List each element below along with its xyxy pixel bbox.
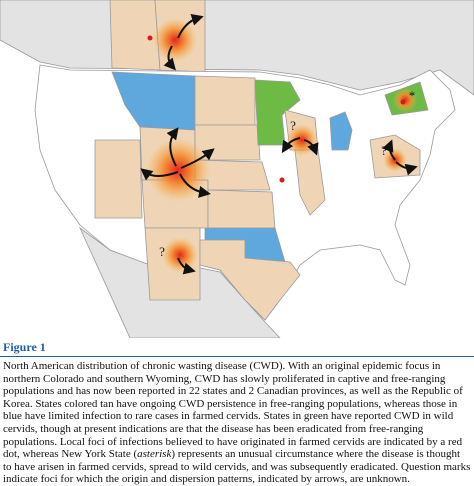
question-mark: ? — [159, 244, 165, 259]
figure-label: Figure 1 — [3, 340, 46, 354]
alberta — [109, 0, 161, 71]
caption-text: ) represents an unusual circumstance whe… — [3, 448, 471, 486]
arrow — [140, 168, 179, 181]
texas — [199, 239, 301, 321]
asterisk: * — [409, 88, 416, 103]
arrow — [382, 139, 396, 161]
arrow — [166, 127, 179, 167]
caption-text: North American distribution of chronic w… — [3, 360, 463, 461]
arrow — [163, 45, 176, 71]
arrow — [177, 14, 204, 39]
arrow — [303, 139, 319, 156]
hot-spot — [153, 18, 197, 62]
red-dot — [279, 177, 285, 183]
arrow — [179, 173, 211, 198]
caption-emphasis: asterisk — [137, 448, 172, 461]
question-mark: ? — [290, 118, 296, 133]
map: ? ? ? * — [0, 0, 474, 338]
utah — [94, 139, 143, 219]
rule — [0, 356, 474, 357]
arrow — [395, 161, 418, 176]
minnesota — [254, 79, 301, 146]
michigan — [329, 111, 353, 151]
arrow — [281, 137, 301, 154]
hot-spot — [393, 88, 417, 112]
red-dot — [147, 35, 153, 41]
hot-spot — [146, 138, 210, 202]
hot-spot — [162, 237, 198, 273]
red-dot — [400, 99, 406, 105]
arrow — [180, 148, 215, 169]
kansas — [207, 189, 276, 229]
caption: North American distribution of chronic w… — [3, 360, 471, 486]
arrow — [177, 257, 196, 275]
north-dakota — [194, 75, 256, 126]
question-mark: ? — [381, 143, 387, 158]
